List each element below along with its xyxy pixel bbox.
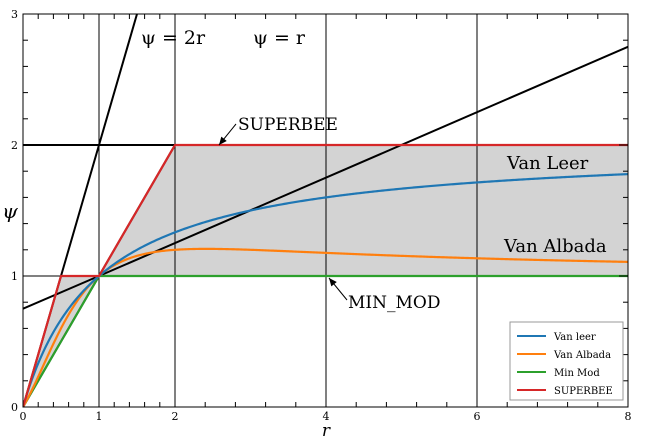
series-lines [23,143,628,407]
x-tick-label: 8 [625,410,632,423]
y-tick-label: 0 [11,401,18,414]
legend-label: Min Mod [554,368,600,379]
x-tick-label: 0 [20,410,27,423]
series-line-min-mod [23,274,628,407]
psi-2r-label: ψ = 2r [141,27,206,49]
legend-label: Van Albada [553,350,611,361]
superbee-arrow-head [219,136,227,145]
secant-line [23,275,100,310]
van-leer-annotation: Van Leer [506,153,589,174]
y-tick-label: 3 [11,8,18,21]
x-axis-label: r [322,421,331,440]
tick-labels: 0 1 2 4 6 8 0 1 2 3 [11,8,632,423]
min-mod-annotation: MIN_MOD [348,293,440,313]
series-line-van-leer [23,173,628,407]
legend-label: SUPERBEE [554,386,613,397]
series-line-superbee [23,143,628,407]
x-tick-label: 6 [474,410,481,423]
superbee-annotation: SUPERBEE [238,115,338,135]
y-tick-label: 2 [11,139,18,152]
secant-line [98,45,628,277]
axis-ticks [22,13,629,408]
min-mod-arrow-head [329,278,337,287]
x-tick-label: 4 [323,410,330,423]
annotations: ψ = 2r ψ = r SUPERBEE Van Leer Van Albada MIN… [141,27,607,313]
x-tick-label: 2 [172,410,179,423]
x-tick-label: 1 [96,410,103,423]
psi-r-label: ψ = r [253,27,306,49]
legend: Van leer Van Albada Min Mod SUPERBEE [509,321,624,401]
series-line-van-albada [23,247,628,407]
van-albada-annotation: Van Albada [503,236,607,257]
legend-label: Van leer [553,332,596,343]
y-tick-label: 1 [11,270,18,283]
y-axis-label: ψ [2,199,18,223]
